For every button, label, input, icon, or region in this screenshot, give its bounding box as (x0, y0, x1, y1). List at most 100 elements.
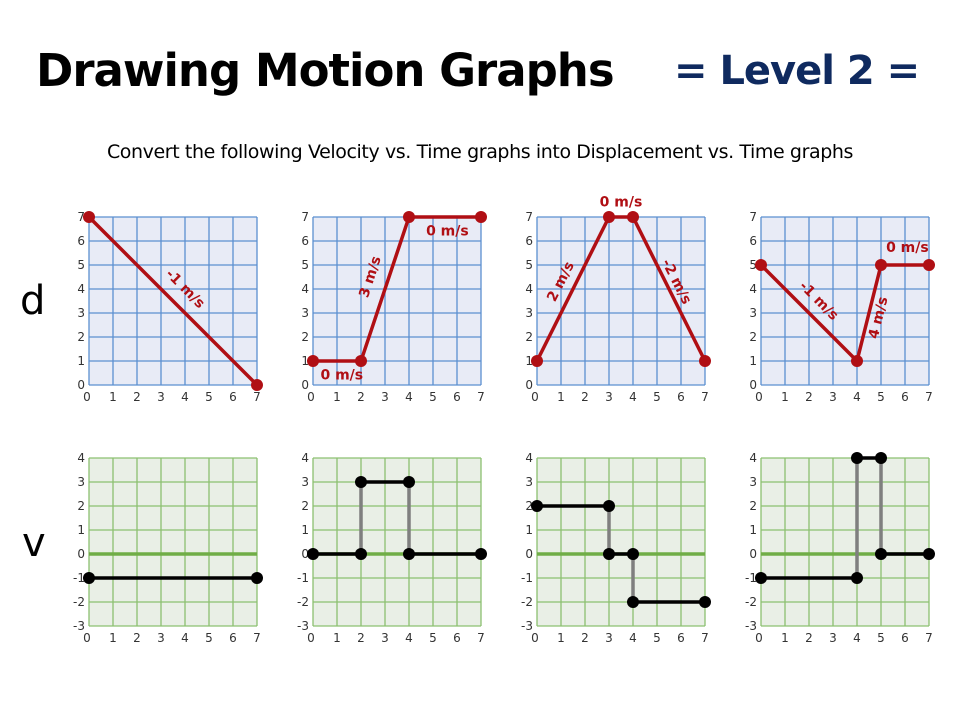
y-tick-label: 0 (77, 378, 85, 392)
y-tick-label: 3 (77, 475, 85, 489)
x-tick-label: 3 (605, 631, 613, 645)
x-tick-label: 6 (901, 390, 909, 404)
y-tick-label: 4 (301, 282, 309, 296)
x-tick-label: 1 (557, 631, 565, 645)
y-tick-label: 2 (77, 330, 85, 344)
y-tick-label: 2 (525, 330, 533, 344)
data-point (851, 355, 863, 367)
y-tick-label: 1 (525, 354, 533, 368)
x-tick-label: 0 (755, 390, 763, 404)
y-tick-label: -3 (73, 619, 85, 633)
x-tick-label: 2 (581, 631, 589, 645)
y-tick-label: -2 (521, 595, 533, 609)
x-tick-label: 6 (453, 390, 461, 404)
x-tick-label: 7 (925, 631, 933, 645)
x-tick-label: 2 (805, 390, 813, 404)
displacement-line (535, 215, 707, 362)
x-tick-label: 1 (781, 390, 789, 404)
page-title: Drawing Motion Graphs (36, 44, 615, 97)
data-point (251, 379, 263, 391)
x-tick-label: 2 (133, 390, 141, 404)
y-tick-label: 2 (749, 499, 757, 513)
x-tick-label: 3 (157, 631, 165, 645)
x-tick-label: 1 (109, 631, 117, 645)
data-point (755, 259, 767, 271)
y-tick-label: 4 (749, 451, 757, 465)
y-tick-label: 0 (301, 547, 309, 561)
y-tick-label: 6 (77, 234, 85, 248)
data-point (603, 211, 615, 223)
y-tick-label: 4 (77, 451, 85, 465)
y-tick-label: 6 (749, 234, 757, 248)
y-tick-label: -3 (745, 619, 757, 633)
x-tick-label: 5 (429, 631, 437, 645)
y-tick-label: 1 (77, 523, 85, 537)
y-tick-label: 0 (301, 378, 309, 392)
y-tick-label: 3 (301, 475, 309, 489)
y-tick-label: 6 (525, 234, 533, 248)
y-tick-label: 0 (77, 547, 85, 561)
y-tick-label: -1 (521, 571, 533, 585)
y-tick-label: -2 (73, 595, 85, 609)
x-tick-label: 1 (557, 390, 565, 404)
data-point (251, 572, 263, 584)
data-point (83, 211, 95, 223)
instructions: Convert the following Velocity vs. Time … (106, 141, 854, 163)
data-point (83, 572, 95, 584)
data-point (627, 548, 639, 560)
x-tick-label: 7 (701, 631, 709, 645)
x-tick-label: 2 (805, 631, 813, 645)
data-point (603, 500, 615, 512)
x-tick-label: 5 (877, 390, 885, 404)
data-point (923, 548, 935, 560)
y-tick-label: 3 (749, 306, 757, 320)
x-tick-label: 0 (755, 631, 763, 645)
x-tick-label: 4 (405, 631, 413, 645)
velocity-graph-1: -3 -2 -1 0 1 2 3 4 0 1 2 3 4 5 6 7 (73, 451, 263, 645)
level-label: = Level 2 = (674, 48, 920, 94)
x-tick-label: 4 (629, 390, 637, 404)
x-tick-label: 5 (877, 631, 885, 645)
y-tick-label: 1 (749, 354, 757, 368)
x-tick-label: 3 (605, 390, 613, 404)
data-point (627, 211, 639, 223)
x-tick-label: 3 (381, 631, 389, 645)
x-tick-label: 0 (307, 631, 315, 645)
x-tick-label: 7 (253, 390, 261, 404)
x-tick-label: 3 (829, 390, 837, 404)
data-point (307, 355, 319, 367)
y-tick-label: 0 (525, 378, 533, 392)
velocity-graph-2: -3 -2 -1 0 1 2 3 4 0 1 2 3 4 5 6 7 (297, 451, 487, 645)
x-tick-label: 5 (653, 390, 661, 404)
data-point (851, 572, 863, 584)
y-tick-label: 1 (525, 523, 533, 537)
x-tick-label: 7 (477, 631, 485, 645)
data-point (531, 500, 543, 512)
data-point (603, 548, 615, 560)
y-tick-label: -3 (297, 619, 309, 633)
y-tick-label: 1 (749, 523, 757, 537)
data-point (355, 355, 367, 367)
data-point (627, 596, 639, 608)
x-tick-label: 6 (677, 631, 685, 645)
data-point (355, 476, 367, 488)
data-point (355, 548, 367, 560)
x-tick-label: 6 (677, 390, 685, 404)
y-tick-label: 5 (525, 258, 533, 272)
displacement-line (759, 263, 929, 363)
y-tick-label: -2 (745, 595, 757, 609)
x-tick-label: 2 (357, 390, 365, 404)
x-tick-label: 1 (333, 631, 341, 645)
y-tick-label: -3 (521, 619, 533, 633)
y-tick-label: 3 (77, 306, 85, 320)
x-tick-label: 2 (133, 631, 141, 645)
x-tick-label: 3 (381, 390, 389, 404)
y-tick-label: 7 (301, 210, 309, 224)
data-point (307, 548, 319, 560)
y-tick-label: 3 (749, 475, 757, 489)
y-tick-label: 7 (525, 210, 533, 224)
x-tick-label: 0 (83, 631, 91, 645)
